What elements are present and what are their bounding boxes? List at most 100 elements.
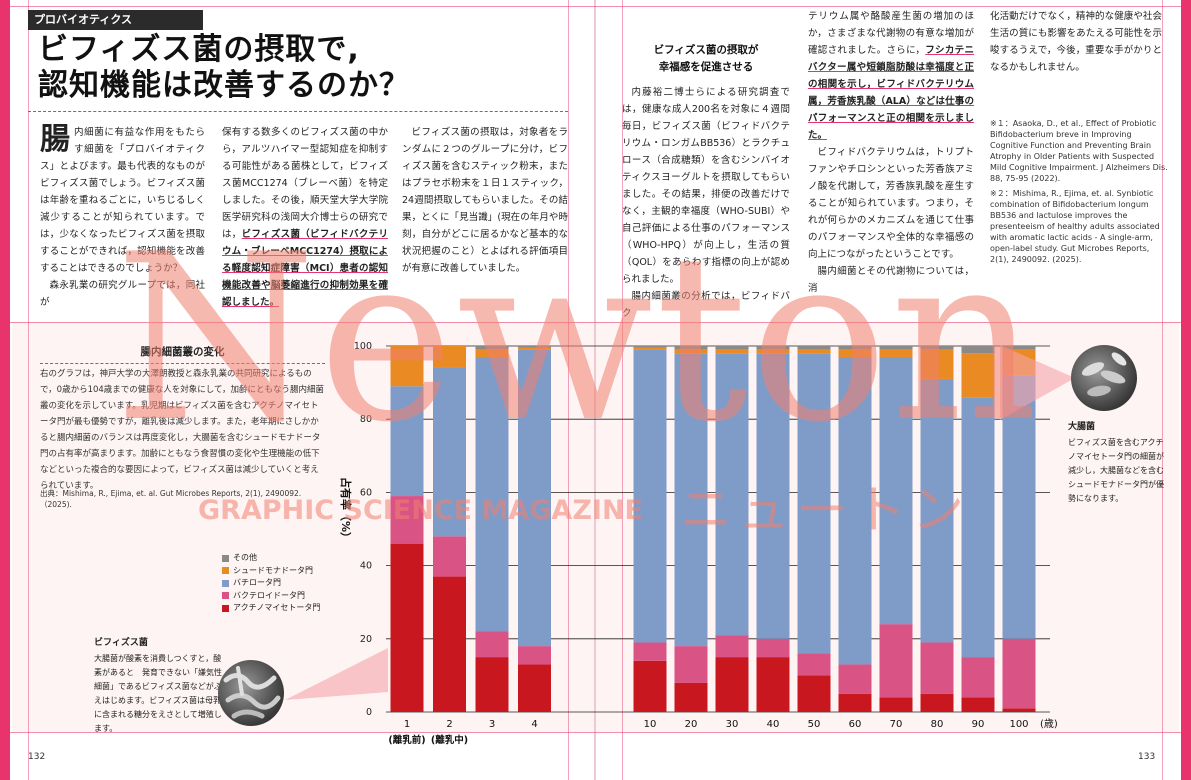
x-tick-label: 4 [531,719,537,730]
bar-segment [715,346,749,350]
x-tick-label: 10 [644,719,657,730]
x-tick-label: 100 [1009,719,1028,730]
legend-label: その他 [233,553,257,562]
bar-segment [633,346,667,348]
x-tick-label: 3 [489,719,495,730]
legend-label: アクチノマイセトータ門 [233,603,321,612]
guide-line [0,732,1191,733]
bar-segment [756,657,790,712]
category-label: プロバイオティクス [28,10,203,30]
bar-segment [879,346,913,350]
bar-segment [961,353,995,398]
figure-source: 出典：Mishima, R., Ejima, et. al. Gut Micro… [40,489,302,509]
bar-segment [390,386,424,497]
col1-text-2: 森永乳業の研究グループでは，同社が [40,280,205,308]
bar-segment [433,536,466,577]
legend-swatch [222,604,229,612]
bar-segment [475,349,509,357]
bar-segment [390,346,424,387]
bar-segment [920,642,954,694]
bar-segment [797,346,831,350]
legend-swatch [222,554,229,562]
bar-segment [633,349,667,643]
callout-pointer [1000,345,1075,420]
col1-text: 内細菌に有益な作用をもたらす細菌を「プロバイオティクス」とよびます。最も代表的な… [40,127,205,274]
bar-segment [961,397,995,658]
page-gutter [594,0,596,780]
figure-title: 腸内細菌叢の変化 [40,344,325,364]
body-column-6: 化活動だけでなく，精神的な健康や社会生活の質にも影響をあたえる可能性を示唆するう… [990,8,1162,76]
guide-line [568,0,569,780]
micrograph-icon [1081,352,1127,397]
x-tick-label: 70 [890,719,903,730]
x-tick-label: 80 [931,719,944,730]
caption-text: ビフィズス菌を含むアクチノマイセトータ門の細菌が減少し，大腸菌などを含むシュード… [1068,438,1164,503]
chart-legend: その他 シュードモナドータ門 バチロータ門 バクテロイドータ門 アクチノマイセト… [222,552,320,615]
bar-segment [1002,375,1036,639]
title-divider [28,111,568,112]
bar-segment [518,347,551,350]
title-line-2: 認知機能は改善するのか？ [38,68,410,103]
ecoli-micrograph [1071,345,1137,411]
bar-segment [715,635,749,658]
legend-item: バチロータ門 [222,577,320,590]
x-axis-label: (歳) [1040,718,1058,730]
bar-segment [475,657,509,712]
legend-item: バクテロイドータ門 [222,590,320,603]
bar-segment [756,349,790,354]
bar-segment [797,675,831,712]
bar-segment [1002,638,1036,709]
x-tick-label: 60 [849,719,862,730]
caption-ecoli: 大腸菌 ビフィズス菌を含むアクチノマイセトータ門の細菌が減少し，大腸菌などを含む… [1068,420,1168,506]
footnote-2: ※２：Mishima, R., Ejima, et. al. Synbiotic… [990,189,1160,264]
caption-title: 大腸菌 [1068,422,1096,432]
legend-swatch [222,579,229,587]
bar-segment [433,367,466,537]
bar-segment [756,346,790,350]
col4-text: 内藤裕二博士らによる研究調査では，健康な成人200名を対象に４週間毎日，ビフィズ… [622,87,790,285]
body-column-1: 腸内細菌に有益な作用をもたらす細菌を「プロバイオティクス」とよびます。最も代表的… [40,124,205,311]
x-tick-label: 2 [446,719,452,730]
caption-text: 大腸菌が酸素を消費しつくすと，酸素があると 発育できない「嫌気性細菌」であるビフ… [94,654,222,733]
left-edge-bar [0,0,10,780]
x-tick-label: 20 [685,719,698,730]
col2-highlight: ビフィズス菌（ビフィドバクテリウム・ブレーベMCC1274）摂取による軽度認知症… [222,229,388,308]
bar-segment [961,346,995,354]
guide-line [0,322,1191,323]
bar-segment [756,638,790,658]
watermark-kana: ニュートン [680,481,971,541]
col2-text: 保有する数多くのビフィズス菌の中から，アルツハイマー型認知症を抑制する可能性があ… [222,127,388,240]
page-title: ビフィズス菌の摂取で, 認知機能は改善するのか？ [38,32,410,104]
callout-pointer [285,648,388,700]
bar-segment [390,496,424,544]
y-tick-label: 20 [360,634,372,645]
bar-segment [879,697,913,712]
bar-segment [838,664,872,694]
legend-label: バチロータ門 [233,578,281,587]
col4-text-2: 腸内細菌叢の分析では，ビフィドバク [622,291,790,319]
bar-segment [879,624,913,698]
legend-label: バクテロイドータ門 [233,590,305,600]
x-tick-label: 90 [972,719,985,730]
bar-segment [961,657,995,698]
col6-text: 化活動だけでなく，精神的な健康や社会生活の質にも影響をあたえる可能性を示唆するう… [990,11,1162,73]
watermark-subtitle: GRAPHIC SCIENCE MAGAZINE [198,495,643,526]
bifidobacteria-micrograph [218,660,284,726]
bar-segment [633,642,667,661]
legend-swatch [222,567,229,575]
body-column-2: 保有する数多くのビフィズス菌の中から，アルツハイマー型認知症を抑制する可能性があ… [222,124,388,311]
bar-segment [879,349,913,357]
col5-text-2: ビフィドバクテリウムは，トリプトファンやチロシンといった芳香族アミノ酸を代謝して… [808,147,974,260]
legend-item: アクチノマイセトータ門 [222,602,320,615]
bar-segment [920,349,954,379]
legend-item: その他 [222,552,320,565]
bar-segment [475,356,509,632]
y-tick-label: 60 [360,487,372,498]
body-column-5: テリウム属や酪酸産生菌の増加のほか，さまざまな代謝物の有意な増加が確認されました… [808,8,974,297]
col5-text-3: 腸内細菌とその代謝物については，消 [808,266,974,294]
guide-line [622,0,623,780]
bar-segment [715,349,749,354]
bar-segment [674,349,708,354]
figure-description: 右のグラフは，神戸大学の大澤朗教授と森永乳業の共同研究によるもので，0歳から10… [40,369,324,491]
bar-segment [920,346,954,350]
